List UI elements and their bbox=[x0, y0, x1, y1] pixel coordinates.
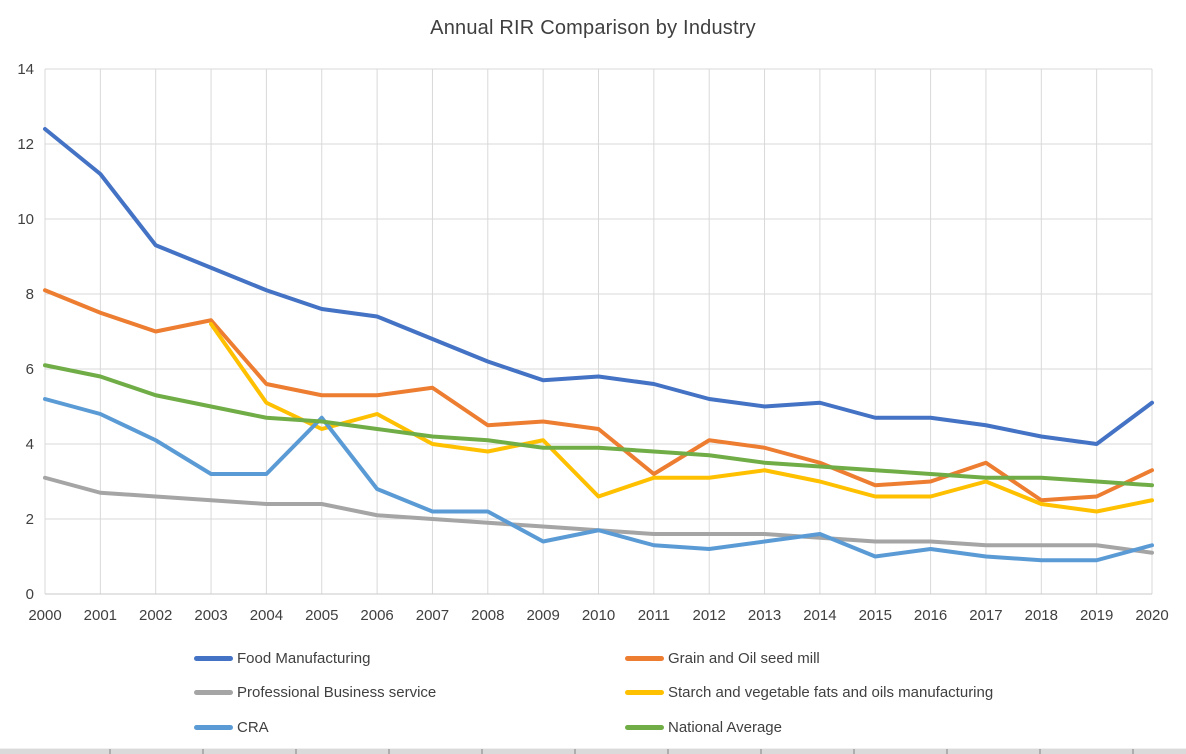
y-axis-tick-label: 8 bbox=[26, 286, 34, 303]
legend-label: Starch and vegetable fats and oils manuf… bbox=[668, 684, 994, 702]
x-axis-tick-label: 2011 bbox=[638, 607, 670, 624]
y-axis-tick-label: 2 bbox=[26, 511, 34, 528]
x-axis-tick-label: 2016 bbox=[914, 607, 947, 624]
chart-legend: Food Manufacturing Grain and Oil seed mil… bbox=[194, 641, 1094, 745]
x-axis-tick-label: 2010 bbox=[582, 607, 615, 624]
series-line-national-average bbox=[43, 363, 1154, 488]
y-axis-tick-label: 0 bbox=[26, 586, 34, 603]
legend-swatch-icon bbox=[194, 655, 233, 661]
legend-swatch-icon bbox=[625, 690, 664, 696]
legend-item: Food Manufacturing bbox=[194, 650, 625, 667]
spreadsheet-row-edge bbox=[0, 748, 1186, 754]
x-axis-tick-label: 2006 bbox=[360, 607, 393, 624]
line-chart-plot: 0 2 4 6 8 10 12 14 2000 2001 2002 2003 2004 2005 2006 2… bbox=[17, 61, 1168, 624]
y-axis-tick-label: 14 bbox=[17, 61, 34, 78]
x-axis-tick-label: 2020 bbox=[1135, 607, 1168, 624]
y-axis-tick-label: 4 bbox=[26, 436, 34, 453]
series-line-cra bbox=[43, 397, 1154, 563]
x-axis-tick-label: 2003 bbox=[194, 607, 227, 624]
x-axis-tick-label: 2012 bbox=[693, 607, 726, 624]
y-axis-tick-label: 12 bbox=[17, 136, 34, 153]
x-axis-tick-label: 2015 bbox=[859, 607, 892, 624]
legend-swatch-icon bbox=[194, 724, 233, 730]
x-axis-tick-label: 2009 bbox=[526, 607, 559, 624]
legend-item: Starch and vegetable fats and oils manuf… bbox=[625, 684, 993, 701]
legend-swatch-icon bbox=[194, 690, 233, 696]
legend-label: Professional Business service bbox=[237, 684, 437, 702]
legend-item: Grain and Oil seed mill bbox=[625, 650, 820, 667]
x-axis-tick-label: 2014 bbox=[803, 607, 836, 624]
x-axis-tick-label: 2013 bbox=[748, 607, 781, 624]
legend-label: CRA bbox=[237, 718, 269, 736]
series-line-food-manufacturing bbox=[43, 127, 1154, 446]
x-axis-tick-label: 2004 bbox=[250, 607, 283, 624]
x-axis-tick-label: 2000 bbox=[28, 607, 61, 624]
series-line-starch-and-vegetable-fats-and-oils-manufacturing bbox=[209, 322, 1154, 514]
legend-item: Professional Business service bbox=[194, 684, 625, 701]
chart-title: Annual RIR Comparison by Industry bbox=[430, 17, 756, 39]
legend-row: Food Manufacturing Grain and Oil seed mil… bbox=[194, 641, 1094, 676]
legend-row: Professional Business service Starch and … bbox=[194, 676, 1094, 711]
legend-swatch-icon bbox=[625, 655, 664, 661]
series-line-grain-and-oil-seed-mill bbox=[43, 288, 1154, 503]
x-axis-tick-label: 2008 bbox=[471, 607, 504, 624]
y-axis-tick-label: 6 bbox=[26, 361, 34, 378]
x-axis-tick-label: 2018 bbox=[1025, 607, 1058, 624]
y-axis-tick-label: 10 bbox=[17, 211, 34, 228]
x-axis-tick-label: 2007 bbox=[416, 607, 449, 624]
legend-item: National Average bbox=[625, 719, 782, 736]
x-axis-tick-label: 2001 bbox=[84, 607, 117, 624]
legend-label: Food Manufacturing bbox=[237, 649, 371, 667]
x-axis-tick-label: 2017 bbox=[969, 607, 1002, 624]
legend-label: National Average bbox=[668, 718, 782, 736]
legend-row: CRA National Average bbox=[194, 710, 1094, 745]
x-axis-tick-label: 2005 bbox=[305, 607, 338, 624]
legend-swatch-icon bbox=[625, 724, 664, 730]
legend-item: CRA bbox=[194, 719, 625, 736]
x-axis-tick-label: 2019 bbox=[1080, 607, 1113, 624]
x-axis-tick-label: 2002 bbox=[139, 607, 172, 624]
legend-label: Grain and Oil seed mill bbox=[668, 649, 820, 667]
